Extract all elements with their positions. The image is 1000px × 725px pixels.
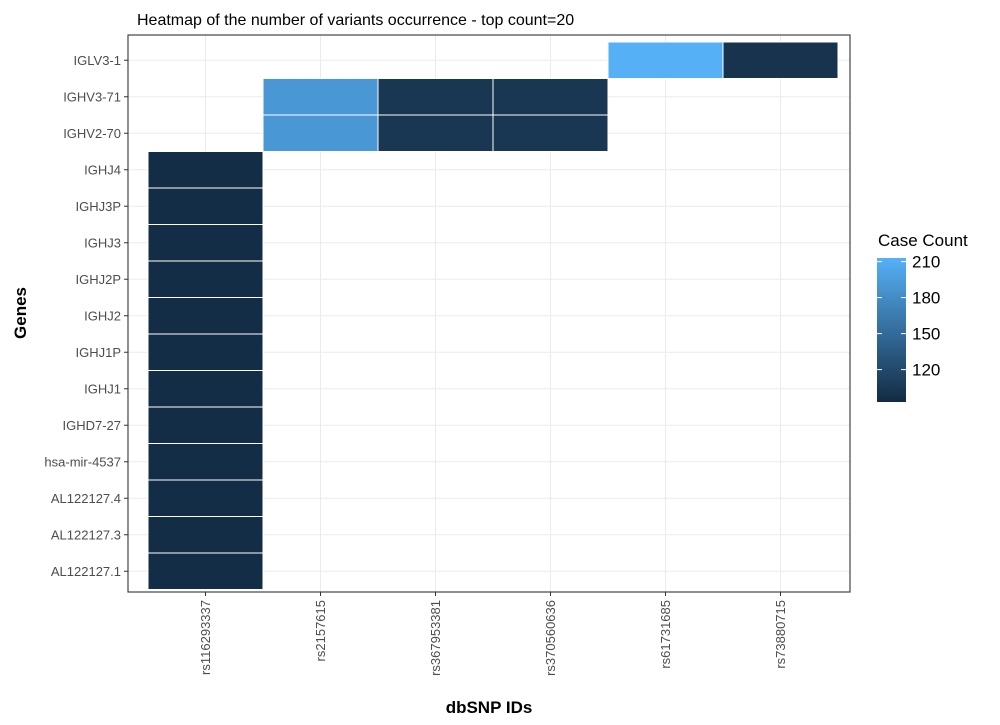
heatmap-cell — [147, 370, 264, 408]
heatmap-cell — [262, 114, 379, 152]
x-tick-label: rs2157615 — [313, 600, 328, 661]
y-tick-label: IGLV3-1 — [74, 53, 121, 68]
x-tick-label: rs370560636 — [543, 600, 558, 676]
heatmap-cell — [377, 78, 494, 116]
y-tick-label: IGHJ3 — [84, 235, 121, 250]
legend-title: Case Count — [878, 231, 968, 250]
heatmap-cell — [147, 187, 264, 225]
chart-title: Heatmap of the number of variants occurr… — [137, 12, 574, 29]
heatmap-cell — [377, 114, 494, 152]
y-tick-label: IGHJ4 — [84, 162, 121, 177]
heatmap-cell — [722, 41, 839, 79]
y-tick-label: IGHJ2P — [75, 272, 121, 287]
y-tick-label: IGHJ2 — [84, 308, 121, 323]
y-tick-label: AL122127.1 — [51, 564, 121, 579]
x-tick-label: rs367953381 — [428, 600, 443, 676]
heatmap-cell — [147, 297, 264, 335]
legend-colorbar — [877, 258, 906, 402]
y-tick-label: hsa-mir-4537 — [44, 454, 121, 469]
heatmap-tiles — [147, 41, 839, 590]
y-axis-ticks: AL122127.1 AL122127.3 AL122127.4 hsa-mir-45… — [44, 53, 128, 579]
legend-tick-label: 210 — [912, 253, 940, 272]
heatmap-cell — [147, 224, 264, 262]
heatmap-cell — [147, 260, 264, 298]
y-axis-title: Genes — [11, 287, 30, 339]
heatmap-cell — [607, 41, 724, 79]
heatmap-cell — [147, 443, 264, 481]
y-tick-label: IGHJ1P — [75, 345, 121, 360]
x-tick-label: rs73880715 — [773, 600, 788, 669]
x-axis-ticks: rs116293337 rs2157615 rs367953381 rs3705606… — [198, 592, 788, 676]
heatmap-cell — [492, 78, 609, 116]
y-tick-label: IGHJ1 — [84, 381, 121, 396]
legend: Case Count 120 150 180 210 — [877, 231, 968, 402]
y-tick-label: IGHJ3P — [75, 199, 121, 214]
heatmap-cell — [262, 78, 379, 116]
plot-panel-border — [127, 34, 851, 593]
x-tick-label: rs61731685 — [658, 600, 673, 669]
heatmap-cell — [492, 114, 609, 152]
y-tick-label: IGHV3-71 — [63, 89, 121, 104]
y-tick-label: AL122127.4 — [51, 491, 121, 506]
legend-tick-label: 120 — [912, 361, 940, 380]
y-tick-label: IGHD7-27 — [62, 418, 121, 433]
heatmap-cell — [147, 516, 264, 554]
y-tick-label: AL122127.3 — [51, 527, 121, 542]
heatmap-cell — [147, 333, 264, 371]
legend-tick-label: 150 — [912, 325, 940, 344]
legend-ticks: 120 150 180 210 — [877, 253, 940, 380]
y-tick-label: IGHV2-70 — [63, 126, 121, 141]
heatmap-cell — [147, 552, 264, 590]
x-axis-title: dbSNP IDs — [446, 698, 533, 717]
heatmap-cell — [147, 479, 264, 517]
heatmap-cell — [147, 151, 264, 189]
heatmap-cell — [147, 406, 264, 444]
x-tick-label: rs116293337 — [198, 600, 213, 675]
legend-tick-label: 180 — [912, 289, 940, 308]
